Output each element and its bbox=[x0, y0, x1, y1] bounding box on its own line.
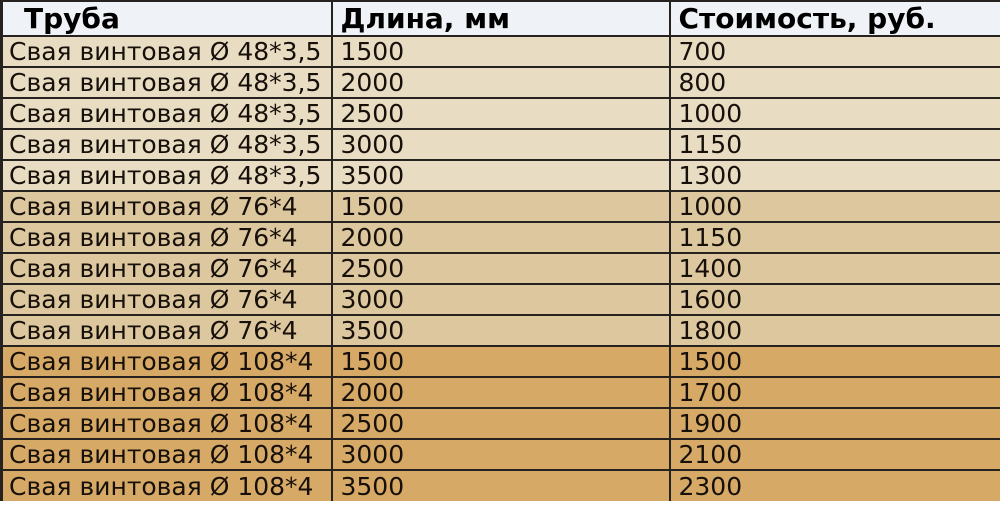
cell-pipe: Свая винтовая Ø 108*4 bbox=[1, 345, 333, 378]
table-row: Свая винтовая Ø 76*4 2000 1150 bbox=[1, 221, 1000, 254]
cell-length: 2500 bbox=[330, 407, 671, 440]
cell-pipe: Свая винтовая Ø 48*3,5 bbox=[1, 159, 333, 192]
cell-pipe: Свая винтовая Ø 48*3,5 bbox=[1, 97, 333, 130]
cell-pipe: Свая винтовая Ø 48*3,5 bbox=[1, 66, 333, 99]
header-row: Труба Длина, мм Стоимость, руб. bbox=[1, 1, 1000, 37]
cell-price: 1150 bbox=[668, 128, 1000, 161]
table-row: Свая винтовая Ø 108*4 1500 1500 bbox=[1, 345, 1000, 378]
cell-price: 1000 bbox=[668, 190, 1000, 223]
cell-length: 3000 bbox=[330, 283, 671, 316]
cell-length: 3500 bbox=[330, 159, 671, 192]
cell-length: 3500 bbox=[330, 314, 671, 347]
table-row: Свая винтовая Ø 48*3,5 2000 800 bbox=[1, 66, 1000, 99]
cell-price: 1900 bbox=[668, 407, 1000, 440]
table-row: Свая винтовая Ø 76*4 1500 1000 bbox=[1, 190, 1000, 223]
table-row: Свая винтовая Ø 48*3,5 3000 1150 bbox=[1, 128, 1000, 161]
cell-length: 2500 bbox=[330, 97, 671, 130]
cell-pipe: Свая винтовая Ø 108*4 bbox=[1, 438, 333, 471]
table-row: Свая винтовая Ø 48*3,5 1500 700 bbox=[1, 35, 1000, 68]
cell-length: 2000 bbox=[330, 66, 671, 99]
cell-length: 2000 bbox=[330, 376, 671, 409]
column-header-length: Длина, мм bbox=[330, 1, 671, 37]
price-table: Труба Длина, мм Стоимость, руб. Свая вин… bbox=[0, 0, 1000, 501]
cell-pipe: Свая винтовая Ø 76*4 bbox=[1, 314, 333, 347]
table-row: Свая винтовая Ø 48*3,5 3500 1300 bbox=[1, 159, 1000, 192]
table-body: Свая винтовая Ø 48*3,5 1500 700 Свая винтов… bbox=[1, 35, 1000, 501]
cell-length: 1500 bbox=[330, 345, 671, 378]
cell-length: 3000 bbox=[330, 128, 671, 161]
cell-price: 1700 bbox=[668, 376, 1000, 409]
cell-length: 3500 bbox=[330, 469, 671, 501]
table-row: Свая винтовая Ø 108*4 3000 2100 bbox=[1, 438, 1000, 471]
cell-price: 700 bbox=[668, 35, 1000, 68]
cell-length: 2000 bbox=[330, 221, 671, 254]
cell-pipe: Свая винтовая Ø 76*4 bbox=[1, 190, 333, 223]
cell-price: 800 bbox=[668, 66, 1000, 99]
cell-price: 2100 bbox=[668, 438, 1000, 471]
cell-pipe: Свая винтовая Ø 48*3,5 bbox=[1, 128, 333, 161]
cell-pipe: Свая винтовая Ø 108*4 bbox=[1, 376, 333, 409]
cell-pipe: Свая винтовая Ø 108*4 bbox=[1, 469, 333, 501]
cell-length: 2500 bbox=[330, 252, 671, 285]
table-row: Свая винтовая Ø 76*4 2500 1400 bbox=[1, 252, 1000, 285]
cell-price: 1800 bbox=[668, 314, 1000, 347]
table-row: Свая винтовая Ø 76*4 3500 1800 bbox=[1, 314, 1000, 347]
cell-length: 1500 bbox=[330, 35, 671, 68]
cell-length: 3000 bbox=[330, 438, 671, 471]
column-header-price: Стоимость, руб. bbox=[668, 1, 1000, 37]
cell-price: 1150 bbox=[668, 221, 1000, 254]
cell-length: 1500 bbox=[330, 190, 671, 223]
cell-price: 1500 bbox=[668, 345, 1000, 378]
cell-price: 2300 bbox=[668, 469, 1000, 501]
table-row: Свая винтовая Ø 108*4 2000 1700 bbox=[1, 376, 1000, 409]
cell-price: 1400 bbox=[668, 252, 1000, 285]
cell-price: 1300 bbox=[668, 159, 1000, 192]
table-row: Свая винтовая Ø 108*4 2500 1900 bbox=[1, 407, 1000, 440]
cell-pipe: Свая винтовая Ø 76*4 bbox=[1, 221, 333, 254]
table-row: Свая винтовая Ø 108*4 3500 2300 bbox=[1, 469, 1000, 501]
cell-pipe: Свая винтовая Ø 108*4 bbox=[1, 407, 333, 440]
cell-pipe: Свая винтовая Ø 76*4 bbox=[1, 252, 333, 285]
cell-price: 1600 bbox=[668, 283, 1000, 316]
table-row: Свая винтовая Ø 76*4 3000 1600 bbox=[1, 283, 1000, 316]
cell-pipe: Свая винтовая Ø 48*3,5 bbox=[1, 35, 333, 68]
cell-pipe: Свая винтовая Ø 76*4 bbox=[1, 283, 333, 316]
cell-price: 1000 bbox=[668, 97, 1000, 130]
table-header: Труба Длина, мм Стоимость, руб. bbox=[1, 1, 1000, 37]
column-header-pipe: Труба bbox=[1, 1, 333, 37]
table-row: Свая винтовая Ø 48*3,5 2500 1000 bbox=[1, 97, 1000, 130]
